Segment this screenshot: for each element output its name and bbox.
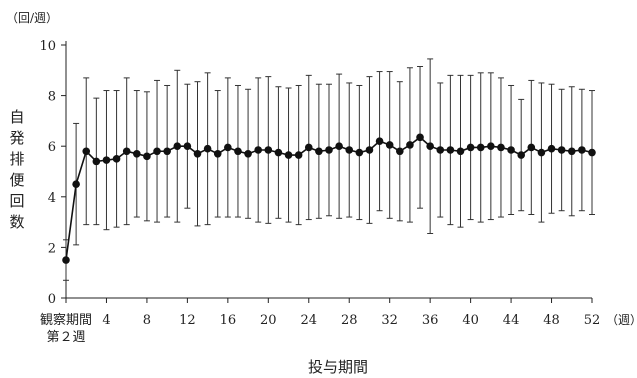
data-point (507, 146, 515, 154)
y-tick-label: 8 (48, 90, 56, 105)
data-point (436, 146, 445, 154)
data-point (203, 144, 212, 153)
data-point (385, 141, 394, 149)
data-point (72, 180, 80, 188)
data-point (193, 149, 202, 158)
data-point (234, 147, 242, 156)
data-point (537, 148, 546, 157)
data-point (325, 146, 333, 154)
data-point (274, 148, 283, 157)
x-tick-label: 20 (260, 313, 277, 328)
data-point (365, 146, 374, 154)
data-point (416, 133, 424, 142)
data-point (396, 147, 404, 156)
observation-label-line2: 第２週 (46, 330, 85, 345)
data-point (264, 146, 273, 154)
data-point (224, 143, 232, 152)
y-axis-label-char: 便 (9, 171, 24, 189)
data-point (527, 143, 536, 152)
data-point (173, 142, 182, 150)
y-axis-label-char: 排 (9, 150, 24, 168)
data-point (567, 147, 576, 156)
y-axis-label-char: 自 (9, 108, 24, 126)
data-point (456, 147, 465, 156)
x-tick-label: 40 (462, 313, 479, 328)
data-point (183, 142, 192, 150)
data-point (355, 148, 364, 157)
data-point (244, 149, 252, 158)
data-point (466, 143, 475, 152)
y-axis-label-char: 数 (9, 213, 24, 231)
data-point (112, 155, 121, 163)
x-tick-label: 8 (143, 313, 151, 328)
y-tick-label: 6 (48, 140, 56, 155)
data-point (547, 144, 556, 153)
x-tick-label: 52 (584, 313, 601, 328)
data-point (406, 141, 414, 149)
data-point (446, 146, 455, 154)
y-axis-label-char: 発 (9, 129, 24, 147)
y-axis-label-char: 回 (9, 192, 24, 210)
data-point (487, 142, 495, 150)
data-point (557, 146, 566, 154)
data-point (578, 146, 586, 154)
x-tick-label: 16 (220, 313, 237, 328)
data-point (284, 151, 293, 159)
y-tick-label: 2 (48, 241, 56, 256)
x-tick-label: 12 (179, 313, 196, 328)
data-point (294, 151, 303, 159)
data-point (254, 146, 262, 154)
data-point (153, 147, 161, 156)
x-tick-label: 44 (503, 313, 520, 328)
data-point (588, 148, 596, 157)
y-unit-label: （回/週） (6, 11, 58, 25)
data-point (497, 143, 505, 152)
data-point (92, 157, 101, 166)
x-tick-label: 24 (300, 313, 317, 328)
data-point (163, 147, 171, 156)
error-bars (63, 58, 595, 281)
data-point (517, 151, 525, 159)
data-point (335, 142, 343, 150)
x-tick-label: 28 (341, 313, 358, 328)
y-tick-label: 0 (48, 292, 56, 307)
data-points (62, 133, 596, 264)
x-tick-label: 32 (381, 313, 398, 328)
data-point (315, 147, 323, 156)
data-point (82, 147, 91, 156)
data-point (102, 156, 111, 164)
x-tick-label: 48 (543, 313, 560, 328)
data-point (476, 143, 485, 152)
y-tick-label: 10 (39, 39, 56, 54)
data-point (143, 152, 151, 161)
data-point (213, 149, 222, 158)
x-tick-label: 36 (422, 313, 439, 328)
data-point (304, 143, 313, 152)
x-tick-label: 4 (102, 313, 110, 328)
data-point (375, 137, 384, 145)
data-point (133, 149, 141, 158)
data-point (426, 142, 434, 150)
x-axis-label: 投与期間 (308, 358, 368, 376)
data-point (62, 256, 70, 264)
observation-label-line1: 観察期間 (40, 313, 92, 328)
y-tick-label: 4 (48, 191, 56, 206)
x-unit-label: （週） (606, 313, 637, 327)
data-point (122, 147, 131, 156)
data-point (345, 146, 354, 154)
